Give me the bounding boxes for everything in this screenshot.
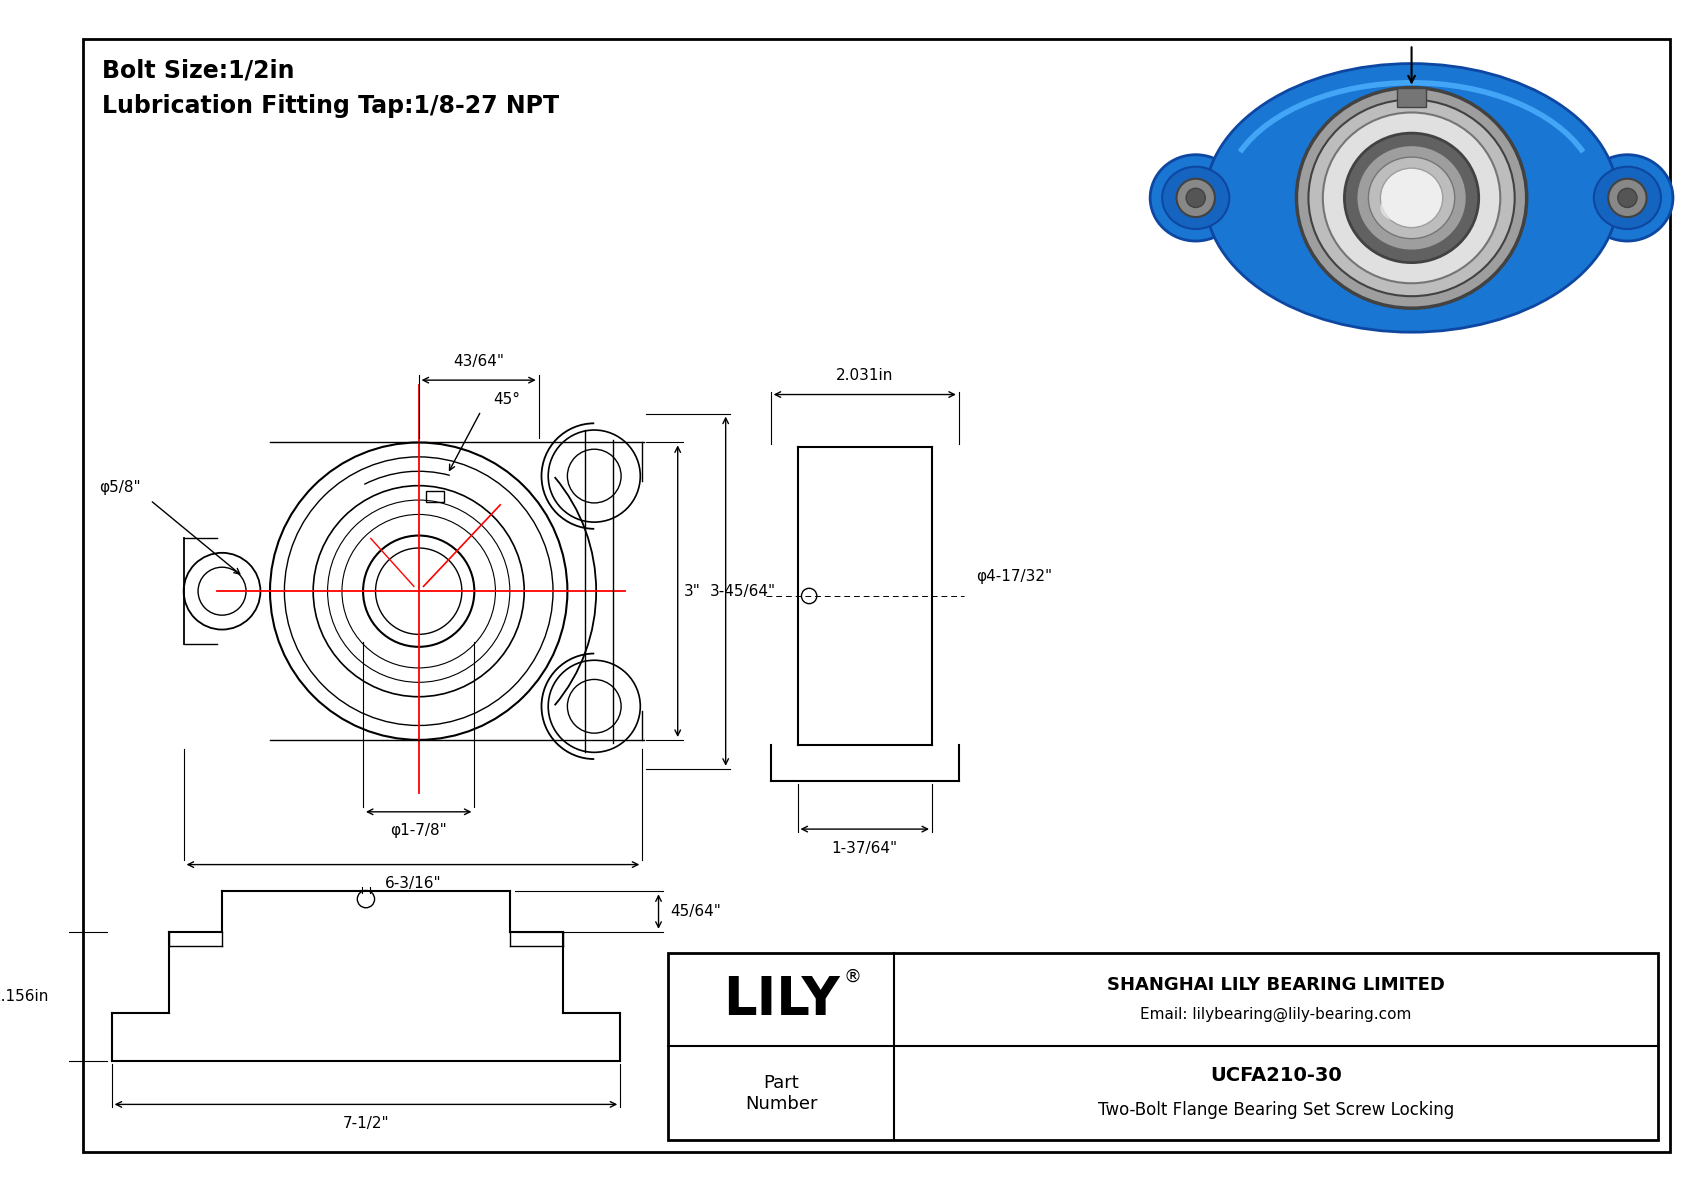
Ellipse shape <box>1381 168 1443 227</box>
Text: Part
Number: Part Number <box>744 1074 817 1112</box>
Text: φ5/8": φ5/8" <box>99 480 140 495</box>
Bar <box>426 492 443 501</box>
Ellipse shape <box>1344 133 1479 263</box>
Ellipse shape <box>1324 112 1500 283</box>
Text: LILY: LILY <box>722 973 840 1025</box>
Text: Bolt Size:1/2in: Bolt Size:1/2in <box>103 58 295 83</box>
Text: 45/64": 45/64" <box>670 904 721 919</box>
Bar <box>669 953 1659 1140</box>
Circle shape <box>1186 188 1206 207</box>
Text: 2.156in: 2.156in <box>0 989 49 1004</box>
Ellipse shape <box>1356 145 1467 250</box>
Bar <box>1398 88 1426 107</box>
Text: 2.031in: 2.031in <box>835 368 894 384</box>
Ellipse shape <box>1308 100 1514 297</box>
Text: 6-3/16": 6-3/16" <box>384 877 441 891</box>
Ellipse shape <box>1581 155 1672 241</box>
Ellipse shape <box>1162 167 1229 229</box>
Text: φ4-17/32": φ4-17/32" <box>977 569 1052 585</box>
Ellipse shape <box>1150 155 1241 241</box>
Circle shape <box>1608 179 1647 217</box>
Ellipse shape <box>1369 157 1455 238</box>
Ellipse shape <box>1381 194 1415 220</box>
Text: Two-Bolt Flange Bearing Set Screw Locking: Two-Bolt Flange Bearing Set Screw Lockin… <box>1098 1102 1453 1120</box>
Text: UCFA210-30: UCFA210-30 <box>1209 1066 1342 1085</box>
Circle shape <box>1618 188 1637 207</box>
Text: 45°: 45° <box>493 392 520 407</box>
Circle shape <box>1177 179 1214 217</box>
Ellipse shape <box>1297 88 1527 308</box>
Text: 3-45/64": 3-45/64" <box>711 584 776 599</box>
Text: Lubrication Fitting Tap:1/8-27 NPT: Lubrication Fitting Tap:1/8-27 NPT <box>103 94 559 118</box>
Text: 3": 3" <box>684 584 701 599</box>
Text: SHANGHAI LILY BEARING LIMITED: SHANGHAI LILY BEARING LIMITED <box>1106 977 1445 994</box>
Text: 43/64": 43/64" <box>453 354 504 369</box>
Text: Email: lilybearing@lily-bearing.com: Email: lilybearing@lily-bearing.com <box>1140 1006 1411 1022</box>
Text: ®: ® <box>844 967 861 986</box>
Text: 1-37/64": 1-37/64" <box>832 841 898 855</box>
Ellipse shape <box>1206 63 1618 332</box>
Text: 7-1/2": 7-1/2" <box>342 1116 389 1131</box>
Text: φ1-7/8": φ1-7/8" <box>391 823 446 838</box>
Ellipse shape <box>1593 167 1660 229</box>
